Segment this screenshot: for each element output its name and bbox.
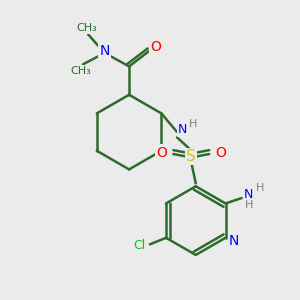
Text: Cl: Cl [133, 239, 145, 252]
Text: O: O [151, 40, 161, 54]
Text: H: H [189, 118, 198, 129]
Text: S: S [186, 149, 196, 164]
Text: O: O [215, 146, 226, 160]
Text: N: N [244, 188, 253, 201]
Text: N: N [178, 123, 187, 136]
Text: H: H [245, 200, 254, 210]
Text: O: O [157, 146, 167, 160]
Text: H: H [256, 183, 265, 193]
Text: CH₃: CH₃ [76, 23, 97, 33]
Text: N: N [229, 234, 239, 248]
Text: N: N [99, 44, 110, 58]
Text: CH₃: CH₃ [70, 66, 91, 76]
